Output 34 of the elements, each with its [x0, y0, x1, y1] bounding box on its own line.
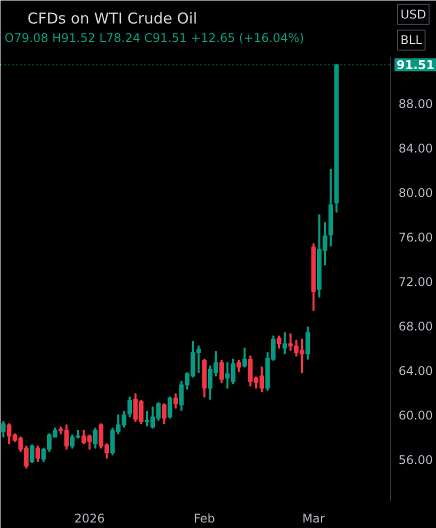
ref-line-label: 91.51 [396, 58, 434, 72]
x-tick-label: 2026 [74, 512, 105, 526]
y-tick-label: 76.00 [398, 230, 433, 245]
text: O79.08 H91.52 L78.24 C91.51 +12.65 (+16.04%) [4, 31, 304, 46]
candlestick [162, 403, 166, 424]
y-tick-label: 64.00 [398, 364, 433, 378]
x-tick-label: Feb [194, 512, 216, 526]
y-tick-label: 84.00 [398, 142, 433, 156]
chart-title: CFDs on WTI Crude Oil [28, 9, 198, 28]
candlestick [202, 358, 207, 398]
y-tick-label: 80.00 [398, 186, 433, 200]
candlestick [127, 396, 132, 418]
candlestick [242, 348, 247, 368]
y-tick-label: 72.00 [398, 274, 433, 289]
candlestick [306, 326, 310, 360]
candlestick [173, 393, 178, 409]
candlestick [311, 243, 316, 311]
candlestick [236, 360, 242, 372]
candlestick [168, 396, 172, 419]
candlestick [1, 421, 6, 438]
candlestick [92, 428, 98, 449]
candlestick [276, 335, 282, 349]
y-tick-label: 56.00 [398, 452, 433, 467]
candlestick [30, 444, 34, 464]
text: BLL [400, 33, 422, 48]
x-tick-label: Mar [302, 512, 325, 526]
y-tick-label: 60.00 [398, 408, 433, 422]
candlestick [282, 332, 288, 354]
y-tick-label: 68.00 [398, 319, 433, 334]
candlestick [328, 168, 334, 246]
candlestick [219, 360, 224, 384]
candlestick [36, 445, 40, 462]
y-tick-label: 88.00 [398, 97, 433, 112]
text: USD [400, 7, 426, 22]
